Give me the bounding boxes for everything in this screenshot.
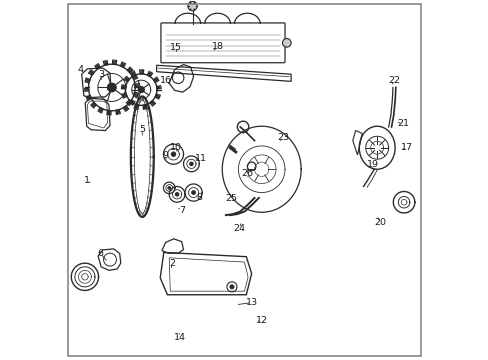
Text: 6: 6 — [97, 249, 103, 258]
Text: 12: 12 — [255, 316, 267, 325]
Circle shape — [138, 87, 144, 93]
Text: 26: 26 — [241, 169, 253, 178]
Text: 5: 5 — [139, 125, 145, 134]
Text: 24: 24 — [233, 224, 244, 233]
Text: 4: 4 — [77, 65, 83, 74]
Circle shape — [229, 285, 234, 289]
Text: 19: 19 — [366, 161, 378, 170]
Circle shape — [282, 39, 290, 47]
Circle shape — [191, 191, 195, 194]
Text: 8: 8 — [196, 193, 202, 202]
Text: 25: 25 — [224, 194, 236, 203]
Circle shape — [107, 83, 116, 92]
Text: 2: 2 — [169, 259, 175, 268]
Text: 11: 11 — [194, 154, 206, 163]
Text: 14: 14 — [174, 333, 185, 342]
Text: 22: 22 — [387, 76, 400, 85]
Text: 15: 15 — [170, 43, 182, 52]
Circle shape — [175, 193, 178, 196]
Text: 17: 17 — [400, 143, 412, 152]
Circle shape — [187, 1, 197, 11]
Text: 23: 23 — [277, 133, 289, 142]
Text: 16: 16 — [160, 76, 172, 85]
Text: 13: 13 — [245, 298, 257, 307]
Text: 21: 21 — [396, 119, 408, 128]
Text: 7: 7 — [179, 206, 184, 215]
Circle shape — [168, 187, 170, 189]
Text: 18: 18 — [211, 42, 223, 51]
Text: 1: 1 — [83, 176, 89, 185]
Text: 20: 20 — [373, 218, 385, 227]
Circle shape — [171, 152, 175, 156]
Circle shape — [189, 162, 193, 166]
Text: 10: 10 — [169, 143, 181, 152]
Text: 9: 9 — [162, 151, 167, 160]
Text: 3: 3 — [98, 70, 104, 79]
